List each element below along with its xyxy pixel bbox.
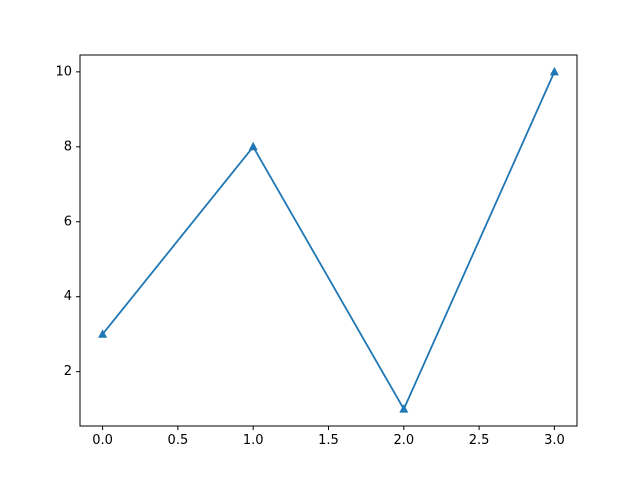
y-tick-label: 6 — [64, 214, 72, 229]
data-line — [101, 71, 556, 411]
x-tick-label: 2.0 — [393, 433, 414, 448]
data-point-marker — [549, 66, 559, 76]
axes-spines — [79, 54, 578, 427]
x-tick-label: 1.5 — [318, 433, 339, 448]
data-point-marker — [248, 141, 258, 151]
x-tick-label: 1.0 — [243, 433, 264, 448]
data-point-marker — [98, 329, 108, 338]
x-tick-label: 0.5 — [168, 433, 189, 448]
x-tick-label: 3.0 — [544, 433, 565, 448]
y-tick-label: 4 — [64, 289, 72, 304]
y-tick-label: 2 — [64, 364, 72, 379]
y-tick-label: 10 — [55, 64, 72, 79]
y-tick-label: 8 — [64, 139, 72, 154]
x-tick-label: 2.5 — [469, 433, 490, 448]
x-tick-label: 0.0 — [92, 433, 113, 448]
data-point-marker — [399, 404, 409, 413]
